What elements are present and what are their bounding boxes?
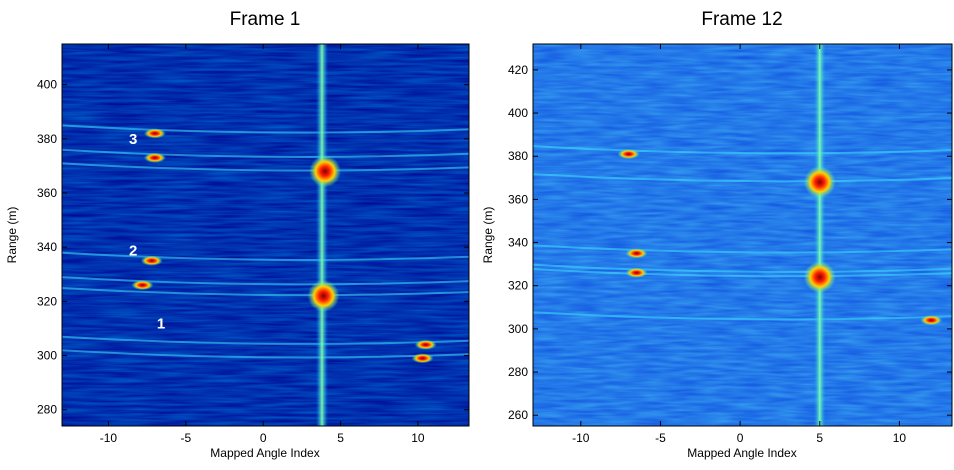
range-band xyxy=(62,335,469,345)
hot-spot xyxy=(411,353,434,364)
heatmap-2 xyxy=(533,44,952,426)
hot-spot xyxy=(625,267,648,278)
heatmap-1: 3 2 1 xyxy=(62,44,469,426)
hot-spot xyxy=(617,149,640,160)
panel-frame-12: Frame 12 -10 -5 0 5 10 260 280 300 320 340 360 380… xyxy=(481,9,953,460)
range-band xyxy=(62,276,469,286)
range-band xyxy=(62,148,469,158)
x-tick-label: -10 xyxy=(100,431,118,445)
y-ticks-1: 280 300 320 340 360 380 400 xyxy=(37,78,469,417)
range-band xyxy=(62,251,469,261)
x-tick-label: -5 xyxy=(180,431,191,445)
x-ticks-1: -10 -5 0 5 10 xyxy=(100,44,425,445)
y-ticks-2: 260 280 300 320 340 360 380 400 420 xyxy=(508,63,952,422)
y-tick-label: 380 xyxy=(508,149,528,163)
range-band xyxy=(533,145,952,155)
heatmap-noise-2 xyxy=(533,44,952,426)
plot-border-2 xyxy=(532,43,953,427)
x-tick-label: 5 xyxy=(337,431,344,445)
hot-spot xyxy=(803,261,836,294)
y-tick-label: 380 xyxy=(37,132,57,146)
hot-spots-2 xyxy=(617,149,943,326)
range-bands-2 xyxy=(533,145,952,321)
annotation-label: 3 xyxy=(129,131,137,148)
range-band xyxy=(62,286,469,297)
hot-spot xyxy=(143,128,166,139)
hot-spot xyxy=(131,280,154,291)
x-axis-label-2: Mapped Angle Index xyxy=(687,446,796,460)
hot-spot xyxy=(140,255,163,266)
y-tick-label: 300 xyxy=(508,322,528,336)
hot-spot xyxy=(307,279,340,312)
hot-spot xyxy=(625,248,648,259)
y-tick-label: 400 xyxy=(508,106,528,120)
range-band xyxy=(62,162,469,172)
y-tick-label: 260 xyxy=(508,408,528,422)
hot-spot xyxy=(920,315,943,326)
panel-title-frame-1: Frame 1 xyxy=(230,9,301,30)
x-tick-label: 0 xyxy=(737,431,744,445)
vertical-streak-2 xyxy=(813,44,826,426)
heatmap-noise-1 xyxy=(62,44,469,426)
annotation-label: 2 xyxy=(129,242,137,259)
range-band xyxy=(533,263,952,273)
plot-border-1 xyxy=(61,43,470,427)
x-axis-label-1: Mapped Angle Index xyxy=(210,446,319,460)
y-tick-label: 340 xyxy=(508,236,528,250)
range-band xyxy=(62,124,469,134)
range-band xyxy=(533,244,952,254)
range-band xyxy=(533,173,952,183)
y-tick-label: 300 xyxy=(37,349,57,363)
hot-spot xyxy=(414,339,437,350)
range-bands-1 xyxy=(62,124,469,359)
range-band xyxy=(533,311,952,321)
range-band xyxy=(533,268,952,278)
x-ticks-2: -10 -5 0 5 10 xyxy=(572,44,906,445)
x-tick-label: 0 xyxy=(260,431,267,445)
panel-title-frame-12: Frame 12 xyxy=(701,9,782,30)
y-tick-label: 320 xyxy=(37,294,57,308)
hot-spot xyxy=(143,152,166,163)
vertical-streak-1 xyxy=(315,44,328,426)
y-axis-label-2: Range (m) xyxy=(481,207,495,264)
annotations-1: 3 2 1 xyxy=(129,131,165,332)
y-tick-label: 360 xyxy=(37,186,57,200)
y-tick-label: 280 xyxy=(508,365,528,379)
x-tick-label: -5 xyxy=(655,431,666,445)
y-axis-label-1: Range (m) xyxy=(5,207,19,264)
x-tick-label: 10 xyxy=(893,431,907,445)
panel-frame-1: Frame 1 3 2 1 -10 -5 0 5 10 280 300 320 340 360 380… xyxy=(5,9,470,460)
x-tick-label: 10 xyxy=(411,431,425,445)
y-tick-label: 340 xyxy=(37,240,57,254)
y-tick-label: 400 xyxy=(37,78,57,92)
x-tick-label: 5 xyxy=(816,431,823,445)
hot-spot xyxy=(803,166,836,199)
y-tick-label: 420 xyxy=(508,63,528,77)
y-tick-label: 320 xyxy=(508,279,528,293)
y-tick-label: 360 xyxy=(508,192,528,206)
hot-spots-1 xyxy=(131,128,437,364)
annotation-label: 1 xyxy=(157,315,165,332)
hot-spot xyxy=(309,155,342,188)
x-tick-label: -10 xyxy=(572,431,590,445)
y-tick-label: 280 xyxy=(37,403,57,417)
